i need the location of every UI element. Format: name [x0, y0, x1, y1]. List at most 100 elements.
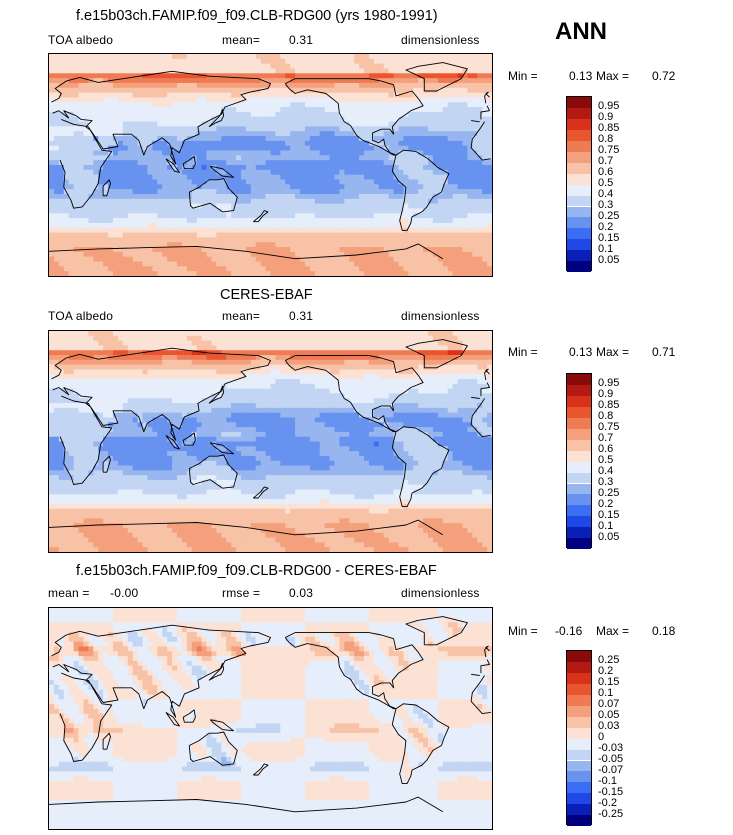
contour-cell	[477, 237, 483, 243]
contour-cell	[216, 131, 222, 137]
contour-cell	[487, 140, 492, 147]
contour-cell	[408, 68, 414, 74]
contour-cell	[201, 213, 208, 219]
contour-cell	[452, 256, 459, 263]
contour-cell	[221, 145, 227, 152]
contour-cell	[112, 145, 119, 152]
contour-cell	[73, 155, 80, 161]
contour-cell	[364, 193, 370, 200]
contour-cell	[304, 227, 311, 234]
contour-cell	[437, 63, 444, 70]
contour-cell	[157, 198, 163, 205]
contour-cell	[68, 179, 75, 185]
contour-cell	[423, 150, 429, 156]
contour-cell	[349, 266, 355, 272]
contour-cell	[487, 82, 492, 89]
contour-cell	[157, 364, 163, 371]
contour-cell	[216, 174, 222, 181]
contour-cell	[300, 242, 306, 248]
contour-cell	[206, 237, 213, 243]
contour-cell	[447, 256, 454, 263]
contour-cell	[364, 203, 370, 210]
contour-cell	[83, 340, 89, 347]
contour-cell	[295, 82, 301, 89]
contour-cell	[462, 78, 468, 84]
contour-cell	[157, 73, 163, 79]
contour-cell	[167, 271, 173, 276]
panel-2-mean-label: mean=	[222, 309, 261, 323]
contour-cell	[383, 193, 390, 200]
contour-cell	[467, 251, 473, 258]
contour-cell	[349, 73, 355, 79]
contour-cell	[304, 68, 311, 74]
contour-cell	[482, 126, 488, 132]
contour-cell	[295, 345, 301, 351]
contour-cell	[117, 218, 124, 224]
contour-cell	[260, 218, 267, 224]
contour-cell	[393, 340, 400, 347]
contour-cell	[132, 160, 139, 166]
contour-cell	[181, 169, 188, 176]
contour-cell	[112, 208, 119, 214]
contour-cell	[329, 131, 336, 137]
contour-cell	[196, 111, 203, 118]
contour-cell	[58, 145, 65, 152]
contour-cell	[324, 136, 331, 142]
contour-cell	[117, 208, 124, 214]
contour-cell	[211, 87, 217, 94]
contour-cell	[78, 68, 85, 74]
contour-cell	[240, 256, 247, 263]
contour-cell	[58, 131, 65, 137]
contour-cell	[319, 82, 326, 89]
contour-cell	[354, 58, 360, 65]
contour-cell	[334, 232, 341, 238]
contour-cell	[388, 355, 395, 361]
contour-cell	[236, 345, 242, 351]
contour-cell	[88, 126, 94, 132]
contour-cell	[49, 261, 55, 267]
contour-cell	[418, 126, 424, 132]
contour-cell	[354, 174, 360, 181]
contour-cell	[240, 340, 247, 347]
contour-cell	[191, 102, 198, 108]
contour-cell	[319, 68, 326, 74]
contour-cell	[364, 359, 370, 366]
contour-cell	[265, 131, 272, 137]
contour-cell	[49, 208, 55, 214]
contour-cell	[255, 126, 262, 132]
contour-cell	[236, 218, 242, 224]
contour-cell	[442, 359, 449, 366]
contour-cell	[467, 179, 473, 185]
contour-cell	[83, 237, 89, 243]
contour-cell	[472, 251, 478, 258]
contour-cell	[462, 68, 468, 74]
contour-cell	[186, 54, 193, 60]
contour-cell	[83, 68, 89, 74]
contour-cell	[304, 242, 311, 248]
contour-cell	[211, 165, 217, 171]
contour-cell	[329, 102, 336, 108]
contour-cell	[108, 68, 114, 74]
contour-cell	[403, 155, 409, 161]
contour-cell	[275, 198, 281, 205]
contour-cell	[181, 87, 188, 94]
contour-cell	[428, 331, 434, 337]
contour-cell	[63, 369, 70, 375]
contour-cell	[172, 169, 178, 176]
contour-cell	[467, 193, 473, 200]
contour-cell	[354, 222, 360, 229]
contour-cell	[413, 331, 419, 337]
contour-cell	[359, 237, 365, 243]
contour-cell	[300, 350, 306, 356]
contour-cell	[378, 102, 385, 108]
contour-cell	[176, 111, 183, 118]
contour-cell	[98, 335, 104, 342]
contour-cell	[58, 369, 65, 375]
contour-cell	[117, 58, 124, 65]
contour-cell	[201, 174, 208, 181]
contour-cell	[398, 58, 404, 65]
contour-cell	[403, 340, 409, 347]
contour-cell	[359, 145, 365, 152]
contour-cell	[142, 92, 149, 99]
contour-cell	[477, 78, 483, 84]
